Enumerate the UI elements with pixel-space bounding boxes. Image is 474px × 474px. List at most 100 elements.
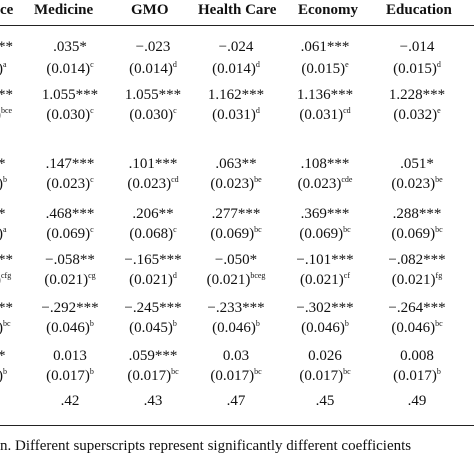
table-cell: (0.015)d xyxy=(393,60,441,77)
cell-superscript: cg xyxy=(88,271,96,280)
header-medicine: Medicine xyxy=(34,2,94,18)
table-cell: 0.008 xyxy=(400,349,434,364)
table-cell: (0.069)bc xyxy=(299,226,350,242)
cell-superscript: cd xyxy=(171,175,179,184)
cell-value: (0.017) xyxy=(393,368,437,384)
cell-value: −.264*** xyxy=(388,300,446,316)
table-cell: (0.030)c xyxy=(46,107,93,123)
cell-value: (0.068) xyxy=(129,226,174,242)
cell-superscript: bce xyxy=(1,106,13,115)
table-cell: (0.014)d xyxy=(212,61,260,77)
cell-value: ) xyxy=(0,176,3,192)
table-cell: (0.046)b xyxy=(46,320,94,336)
table-cell: .288*** xyxy=(393,207,442,222)
table-cell: (0.032)e xyxy=(393,106,441,123)
table-cell: 0.026 xyxy=(308,349,342,364)
cell-value: ) xyxy=(0,61,3,77)
left-column-cell: ** xyxy=(0,40,13,55)
left-column-cell: )bc xyxy=(0,320,11,336)
cell-superscript: d xyxy=(436,60,441,69)
cell-value: −.233*** xyxy=(207,300,265,316)
cell-value: 1.136*** xyxy=(296,87,354,103)
cell-value: (0.032) xyxy=(393,107,438,123)
table-cell: (0.017)b xyxy=(46,368,94,384)
cell-value: (0.021) xyxy=(129,272,173,288)
cell-value: (0.021) xyxy=(300,272,344,288)
table-cell: .059*** xyxy=(129,349,178,364)
cell-value: ) xyxy=(0,320,3,336)
table-cell: −.233*** xyxy=(207,301,264,316)
cell-value: (0.023) xyxy=(127,176,172,192)
cell-value: −.165*** xyxy=(124,252,182,268)
table-cell: .468*** xyxy=(46,207,95,222)
header-col-0: ce xyxy=(0,2,14,18)
left-column-cell: ** xyxy=(0,301,13,316)
cell-value: (0.069) xyxy=(46,226,91,242)
table-cell: (0.015)e xyxy=(301,61,348,77)
cell-superscript: b xyxy=(172,319,177,328)
cell-superscript: bc xyxy=(171,367,179,376)
table-cell: (0.014)c xyxy=(46,60,94,77)
cell-value: (0.031) xyxy=(212,107,256,123)
cell-value: .063** xyxy=(215,156,257,172)
cell-value: .42 xyxy=(60,393,80,409)
left-column-cell: )a xyxy=(0,61,7,77)
table-cell: (0.023)c xyxy=(46,176,93,192)
cell-value: (0.023) xyxy=(46,176,91,192)
cell-superscript: bc xyxy=(254,225,262,234)
cell-value: (0.046) xyxy=(212,320,256,336)
header-economy: Economy xyxy=(298,2,358,18)
cell-superscript: bc xyxy=(343,367,351,376)
left-column-cell: ** xyxy=(0,88,13,103)
table-cell: .49 xyxy=(408,394,427,409)
table-cell: (0.017)bc xyxy=(127,367,179,384)
table-cell: .277*** xyxy=(212,207,261,222)
cell-superscript: fg xyxy=(435,271,443,280)
cell-value: .206** xyxy=(132,206,174,222)
cell-superscript: cfg xyxy=(1,271,12,280)
table-cell: −.245*** xyxy=(124,301,181,316)
cell-superscript: d xyxy=(172,60,177,69)
table-cell: 0.013 xyxy=(53,349,87,364)
cell-value: ) xyxy=(0,272,1,288)
cell-superscript: bceg xyxy=(250,271,266,280)
cell-value: .061*** xyxy=(300,39,350,55)
cell-value: (0.030) xyxy=(46,107,91,123)
table-cell: .206** xyxy=(132,207,173,222)
table-cell: .369*** xyxy=(301,207,350,222)
table-cell: 1.228*** xyxy=(389,88,445,103)
cell-value: −.245*** xyxy=(124,300,182,316)
table-cell: −.302*** xyxy=(296,301,353,316)
table-cell: (0.021)fg xyxy=(392,271,443,288)
cell-value: .468*** xyxy=(45,206,95,222)
table-cell: (0.021)bceg xyxy=(207,271,266,288)
cell-value: (0.046) xyxy=(301,320,345,336)
table-cell: 1.136*** xyxy=(297,88,353,103)
cell-value: −.050* xyxy=(214,252,258,268)
table-cell: .035* xyxy=(53,40,87,55)
table-cell: .063** xyxy=(215,157,256,172)
table-cell: 1.162*** xyxy=(208,88,264,103)
cell-value: 1.228*** xyxy=(388,87,446,103)
cell-value: (0.069) xyxy=(391,226,436,242)
cell-superscript: be xyxy=(435,175,443,184)
table-cell: (0.068)c xyxy=(129,226,176,242)
cell-superscript: e xyxy=(437,106,441,115)
table-cell: .45 xyxy=(316,394,335,409)
cell-value: (0.046) xyxy=(391,320,436,336)
table-cell: (0.031)d xyxy=(212,106,260,123)
cell-value: ) xyxy=(0,107,1,123)
cell-value: (0.069) xyxy=(299,226,344,242)
table-cell: 1.055*** xyxy=(125,88,181,103)
cell-superscript: cde xyxy=(341,175,353,184)
cell-superscript: c xyxy=(90,60,94,69)
cell-value: .101*** xyxy=(128,156,178,172)
cell-value: * xyxy=(0,348,6,364)
cell-value: .147*** xyxy=(45,156,95,172)
left-column-cell: ** xyxy=(0,253,13,268)
cell-superscript: b xyxy=(3,367,7,376)
table-cell: (0.046)b xyxy=(301,320,349,336)
table-cell: .43 xyxy=(144,394,163,409)
cell-value: −.302*** xyxy=(296,300,354,316)
cell-superscript: d xyxy=(255,106,260,115)
